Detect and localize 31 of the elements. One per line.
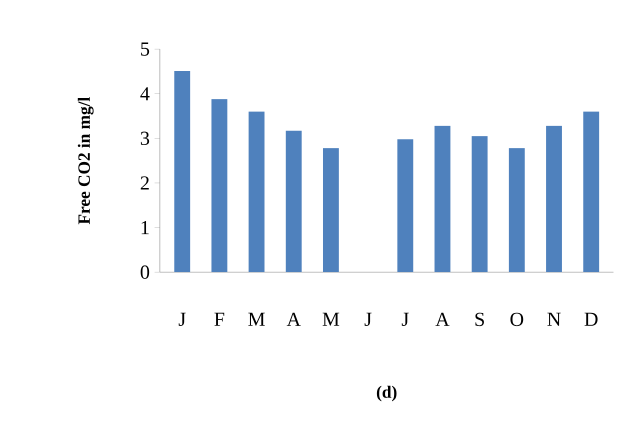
- y-tick-label: 2: [140, 176, 149, 190]
- x-tick-label: J: [364, 312, 372, 326]
- bar: [286, 130, 302, 272]
- y-tick-label: 0: [140, 265, 150, 279]
- bar: [472, 136, 488, 272]
- bar: [248, 112, 265, 272]
- x-tick-label: F: [214, 312, 224, 326]
- bar: [583, 112, 600, 272]
- x-tick-label: N: [547, 312, 561, 326]
- bar: [397, 139, 414, 272]
- x-tick-label: A: [286, 312, 301, 326]
- x-tick-label: D: [584, 312, 598, 326]
- x-axis-title: (d): [376, 386, 396, 402]
- y-tick-label: 3: [140, 132, 150, 145]
- bar: [508, 148, 525, 272]
- x-tick-label: S: [475, 312, 484, 326]
- x-tick-label: M: [248, 312, 265, 326]
- x-tick-label: J: [402, 312, 409, 326]
- x-tick-label: O: [510, 312, 524, 326]
- x-tick-label: M: [322, 312, 340, 326]
- bar: [211, 99, 228, 272]
- bar: [174, 70, 190, 272]
- bar: [434, 126, 450, 272]
- bar: [322, 148, 339, 272]
- y-tick-label: 5: [141, 42, 150, 56]
- x-tick-label: A: [435, 312, 450, 326]
- bar: [546, 126, 562, 272]
- x-tick-label: J: [178, 312, 186, 326]
- y-axis-title: Free CO2 in mg/l: [78, 96, 94, 224]
- y-tick-label: 1: [142, 220, 149, 234]
- y-tick-label: 4: [140, 87, 150, 100]
